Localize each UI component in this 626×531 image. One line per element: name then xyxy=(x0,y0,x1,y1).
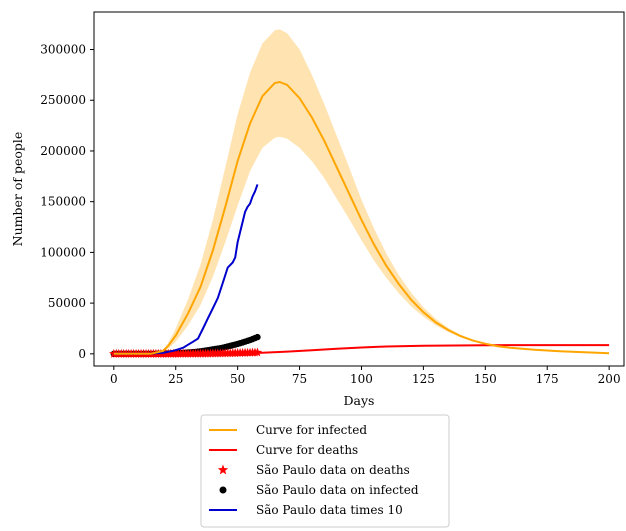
legend-label: Curve for infected xyxy=(256,423,367,437)
legend-frame xyxy=(200,414,450,528)
legend-label: São Paulo data on deaths xyxy=(256,463,410,477)
x-axis-ticks: 0 25 50 75 100 125 150 175 200 xyxy=(110,366,621,386)
infected-confidence-band xyxy=(113,29,610,354)
legend-swatch-star xyxy=(217,464,229,475)
sp-times10-line xyxy=(113,184,259,355)
y-tick-label: 250000 xyxy=(40,93,86,107)
legend-label: São Paulo data on infected xyxy=(256,483,419,497)
sp-infected-point xyxy=(254,333,261,341)
legend: Curve for infected Curve for deaths São Pa… xyxy=(200,414,450,528)
x-tick-label: 50 xyxy=(230,372,245,386)
y-axis-ticks: 0 50000 100000 150000 200000 250000 300000 xyxy=(40,43,94,361)
axes-frame xyxy=(93,11,625,367)
infected-curve-line xyxy=(113,80,610,355)
y-tick-label: 50000 xyxy=(48,296,86,310)
legend-item: São Paulo data on deaths xyxy=(217,463,410,477)
x-tick-label: 0 xyxy=(110,372,118,386)
x-tick-label: 150 xyxy=(474,372,497,386)
legend-label: Curve for deaths xyxy=(256,443,358,457)
legend-item: São Paulo data on infected xyxy=(219,483,419,497)
y-tick-label: 200000 xyxy=(40,144,86,158)
x-tick-label: 25 xyxy=(168,372,183,386)
x-tick-label: 100 xyxy=(350,372,373,386)
sp-deaths-markers xyxy=(109,347,263,358)
y-tick-label: 0 xyxy=(78,347,86,361)
legend-label: São Paulo data times 10 xyxy=(256,503,403,517)
legend-item: Curve for infected xyxy=(209,423,367,437)
sp-deaths-point xyxy=(252,347,263,357)
legend-item: São Paulo data times 10 xyxy=(209,503,403,517)
y-tick-label: 150000 xyxy=(40,195,86,209)
legend-swatch-dot xyxy=(219,486,227,494)
y-tick-label: 100000 xyxy=(40,245,86,259)
x-tick-label: 125 xyxy=(412,372,435,386)
x-tick-label: 200 xyxy=(598,372,621,386)
y-tick-label: 300000 xyxy=(40,43,86,57)
legend-item: Curve for deaths xyxy=(209,443,358,457)
x-tick-label: 75 xyxy=(292,372,307,386)
x-tick-label: 175 xyxy=(536,372,559,386)
y-axis-title: Number of people xyxy=(10,132,25,247)
plot-area xyxy=(109,29,610,358)
x-axis-title: Days xyxy=(344,393,375,408)
